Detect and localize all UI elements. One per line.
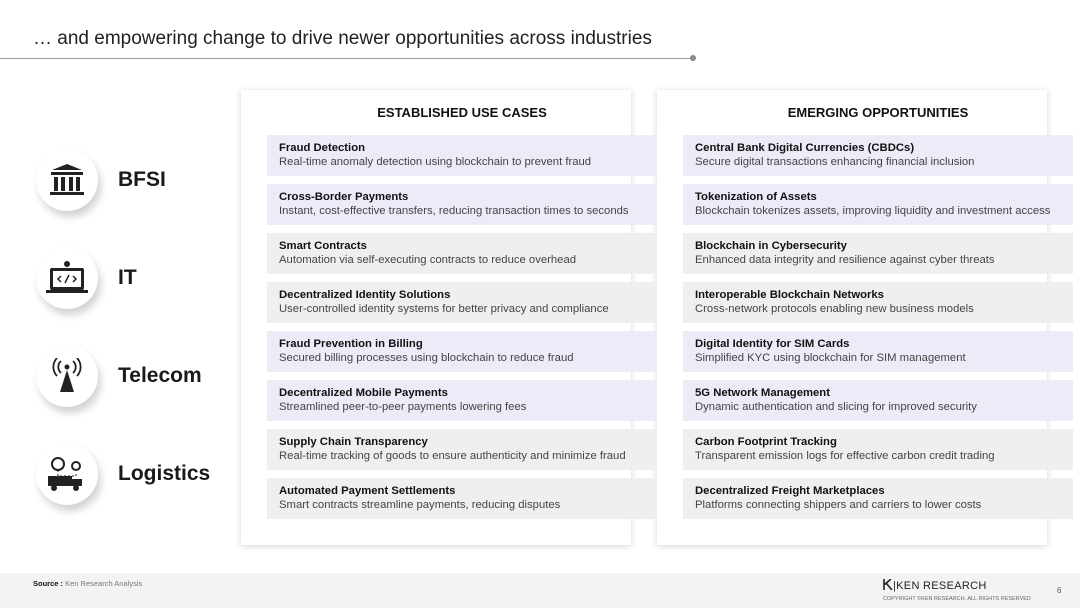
icon-graphic bbox=[52, 358, 82, 392]
use-case-title: Supply Chain Transparency bbox=[279, 436, 428, 448]
industry-name: IT bbox=[118, 266, 137, 289]
use-case-grid: ESTABLISHED USE CASES EMERGING OPPORTUNI… bbox=[0, 90, 1073, 519]
use-case-desc: Cross-network protocols enabling new bus… bbox=[695, 302, 974, 315]
use-case: Decentralized Identity Solutions User-con… bbox=[267, 282, 657, 323]
use-case-title: 5G Network Management bbox=[695, 387, 830, 399]
use-case-desc: Real-time tracking of goods to ensure au… bbox=[279, 449, 626, 462]
column-header: ESTABLISHED USE CASES bbox=[377, 104, 547, 120]
industry: Logistics bbox=[0, 429, 241, 519]
use-case: Fraud Prevention in Billing Secured billi… bbox=[267, 331, 657, 372]
industry-icon bbox=[36, 345, 98, 407]
industry-name: Logistics bbox=[118, 462, 211, 485]
use-case-title: Blockchain in Cybersecurity bbox=[695, 240, 847, 252]
use-case-title: Tokenization of Assets bbox=[695, 191, 817, 203]
use-case-title: Decentralized Identity Solutions bbox=[279, 289, 451, 301]
use-case-desc: Platforms connecting shippers and carrie… bbox=[695, 498, 982, 511]
industry-icon bbox=[36, 149, 98, 211]
source: Source : Ken Research Analysis bbox=[33, 579, 142, 588]
use-case-desc: Enhanced data integrity and resilience a… bbox=[695, 253, 995, 266]
use-case-title: Decentralized Freight Marketplaces bbox=[695, 485, 885, 497]
industry-name: BFSI bbox=[118, 168, 166, 191]
use-case-desc: Smart contracts streamline payments, red… bbox=[279, 498, 561, 511]
use-case-title: Interoperable Blockchain Networks bbox=[695, 289, 884, 301]
use-case: Interoperable Blockchain Networks Cross-n… bbox=[683, 282, 1073, 323]
use-case: Digital Identity for SIM Cards Simplified… bbox=[683, 331, 1073, 372]
use-case-title: Automated Payment Settlements bbox=[279, 485, 456, 497]
use-case: Tokenization of Assets Blockchain tokeniz… bbox=[683, 184, 1073, 225]
footer bbox=[0, 573, 1080, 608]
brand: |KEN RESEARCH bbox=[883, 578, 987, 592]
use-case-title: Cross-Border Payments bbox=[279, 191, 409, 203]
use-case-title: Central Bank Digital Currencies (CBDCs) bbox=[695, 142, 915, 154]
brand-name: KEN RESEARCH bbox=[896, 580, 987, 592]
use-case-desc: Simplified KYC using blockchain for SIM … bbox=[695, 351, 966, 364]
use-case: Decentralized Freight Marketplaces Platfo… bbox=[683, 478, 1073, 519]
industry-icon bbox=[36, 247, 98, 309]
icon-graphic bbox=[50, 164, 84, 195]
brand-logo bbox=[883, 578, 893, 591]
source-label: Source : bbox=[33, 579, 64, 588]
use-case-desc: Streamlined peer-to-peer payments loweri… bbox=[279, 400, 527, 413]
page-number: 6 bbox=[1057, 586, 1062, 595]
use-case: Decentralized Mobile Payments Streamlined… bbox=[267, 380, 657, 421]
use-case-desc: Automation via self-executing contracts … bbox=[279, 253, 577, 266]
use-case: Carbon Footprint Tracking Transparent emi… bbox=[683, 429, 1073, 470]
use-case-desc: Secure digital transactions enhancing fi… bbox=[695, 155, 975, 168]
use-case-title: Carbon Footprint Tracking bbox=[695, 436, 837, 448]
use-case-title: Digital Identity for SIM Cards bbox=[695, 338, 850, 350]
source-text: Ken Research Analysis bbox=[65, 579, 143, 588]
use-case-desc: Secured billing processes using blockcha… bbox=[279, 351, 574, 364]
use-case-title: Fraud Prevention in Billing bbox=[279, 338, 423, 350]
title-rule bbox=[0, 58, 692, 59]
industry-icon bbox=[36, 443, 98, 505]
use-case: Automated Payment Settlements Smart contr… bbox=[267, 478, 657, 519]
icon-graphic bbox=[46, 261, 88, 293]
use-case-title: Smart Contracts bbox=[279, 240, 367, 252]
use-case-desc: Dynamic authentication and slicing for i… bbox=[695, 400, 977, 413]
icon-graphic bbox=[48, 457, 82, 491]
use-case: Cross-Border Payments Instant, cost-effec… bbox=[267, 184, 657, 225]
use-case: Blockchain in Cybersecurity Enhanced data… bbox=[683, 233, 1073, 274]
industry: Telecom bbox=[0, 331, 241, 421]
use-case-desc: Blockchain tokenizes assets, improving l… bbox=[695, 204, 1051, 217]
spacer bbox=[0, 90, 241, 127]
use-case-title: Fraud Detection bbox=[279, 142, 365, 154]
rule-dot bbox=[690, 55, 696, 61]
industry: BFSI bbox=[0, 135, 241, 225]
use-case: Central Bank Digital Currencies (CBDCs) S… bbox=[683, 135, 1073, 176]
copyright: COPYRIGHT ©KEN RESEARCH. ALL RIGHTS RESE… bbox=[883, 596, 1031, 602]
column-header: EMERGING OPPORTUNITIES bbox=[787, 104, 969, 120]
use-case-desc: Transparent emission logs for effective … bbox=[695, 449, 995, 462]
title: … and empowering change to drive newer o… bbox=[33, 28, 652, 49]
use-case-desc: User-controlled identity systems for bet… bbox=[279, 302, 609, 315]
industry: IT bbox=[0, 233, 241, 323]
industry-name: Telecom bbox=[118, 364, 202, 387]
use-case-title: Decentralized Mobile Payments bbox=[279, 387, 448, 399]
use-case: Smart Contracts Automation via self-execu… bbox=[267, 233, 657, 274]
use-case: 5G Network Management Dynamic authenticat… bbox=[683, 380, 1073, 421]
use-case-desc: Real-time anomaly detection using blockc… bbox=[279, 155, 592, 168]
use-case: Fraud Detection Real-time anomaly detecti… bbox=[267, 135, 657, 176]
use-case: Supply Chain Transparency Real-time track… bbox=[267, 429, 657, 470]
use-case-desc: Instant, cost-effective transfers, reduc… bbox=[279, 204, 629, 217]
